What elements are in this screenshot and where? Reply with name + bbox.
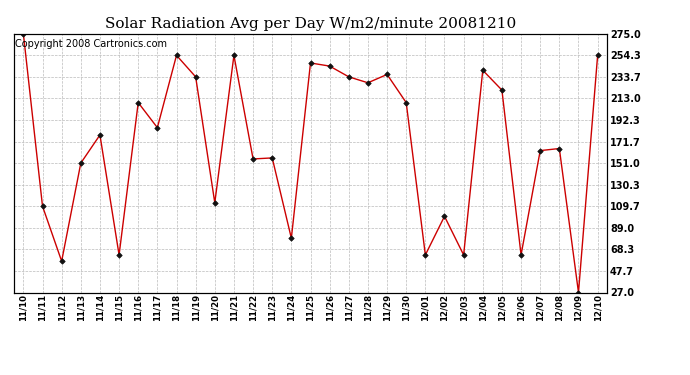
Title: Solar Radiation Avg per Day W/m2/minute 20081210: Solar Radiation Avg per Day W/m2/minute …	[105, 17, 516, 31]
Text: Copyright 2008 Cartronics.com: Copyright 2008 Cartronics.com	[15, 39, 167, 49]
